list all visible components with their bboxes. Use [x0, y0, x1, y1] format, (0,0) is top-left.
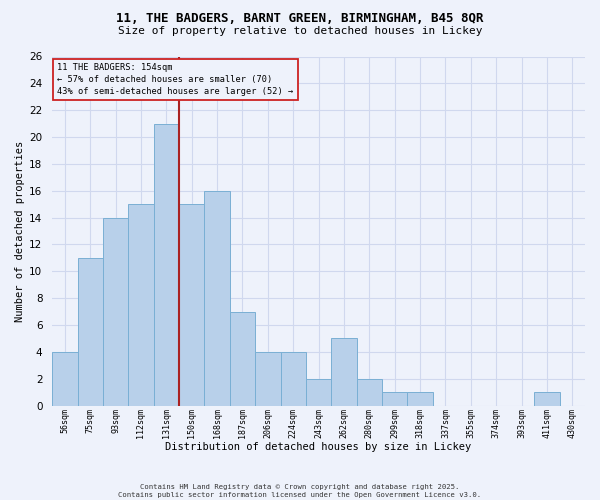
Text: Contains HM Land Registry data © Crown copyright and database right 2025.
Contai: Contains HM Land Registry data © Crown c…	[118, 484, 482, 498]
Bar	[77, 258, 103, 406]
Bar	[306, 378, 331, 406]
Text: 11, THE BADGERS, BARNT GREEN, BIRMINGHAM, B45 8QR: 11, THE BADGERS, BARNT GREEN, BIRMINGHAM…	[116, 12, 484, 26]
Bar	[179, 204, 205, 406]
Bar	[382, 392, 407, 406]
Bar	[230, 312, 255, 406]
Bar	[534, 392, 560, 406]
Bar	[281, 352, 306, 406]
Bar	[407, 392, 433, 406]
Bar	[154, 124, 179, 406]
Text: 11 THE BADGERS: 154sqm
← 57% of detached houses are smaller (70)
43% of semi-det: 11 THE BADGERS: 154sqm ← 57% of detached…	[58, 64, 294, 96]
Text: Size of property relative to detached houses in Lickey: Size of property relative to detached ho…	[118, 26, 482, 36]
Y-axis label: Number of detached properties: Number of detached properties	[15, 140, 25, 322]
Bar	[128, 204, 154, 406]
Bar	[52, 352, 77, 406]
Bar	[356, 378, 382, 406]
Bar	[103, 218, 128, 406]
Bar	[255, 352, 281, 406]
X-axis label: Distribution of detached houses by size in Lickey: Distribution of detached houses by size …	[166, 442, 472, 452]
Bar	[331, 338, 356, 406]
Bar	[205, 191, 230, 406]
